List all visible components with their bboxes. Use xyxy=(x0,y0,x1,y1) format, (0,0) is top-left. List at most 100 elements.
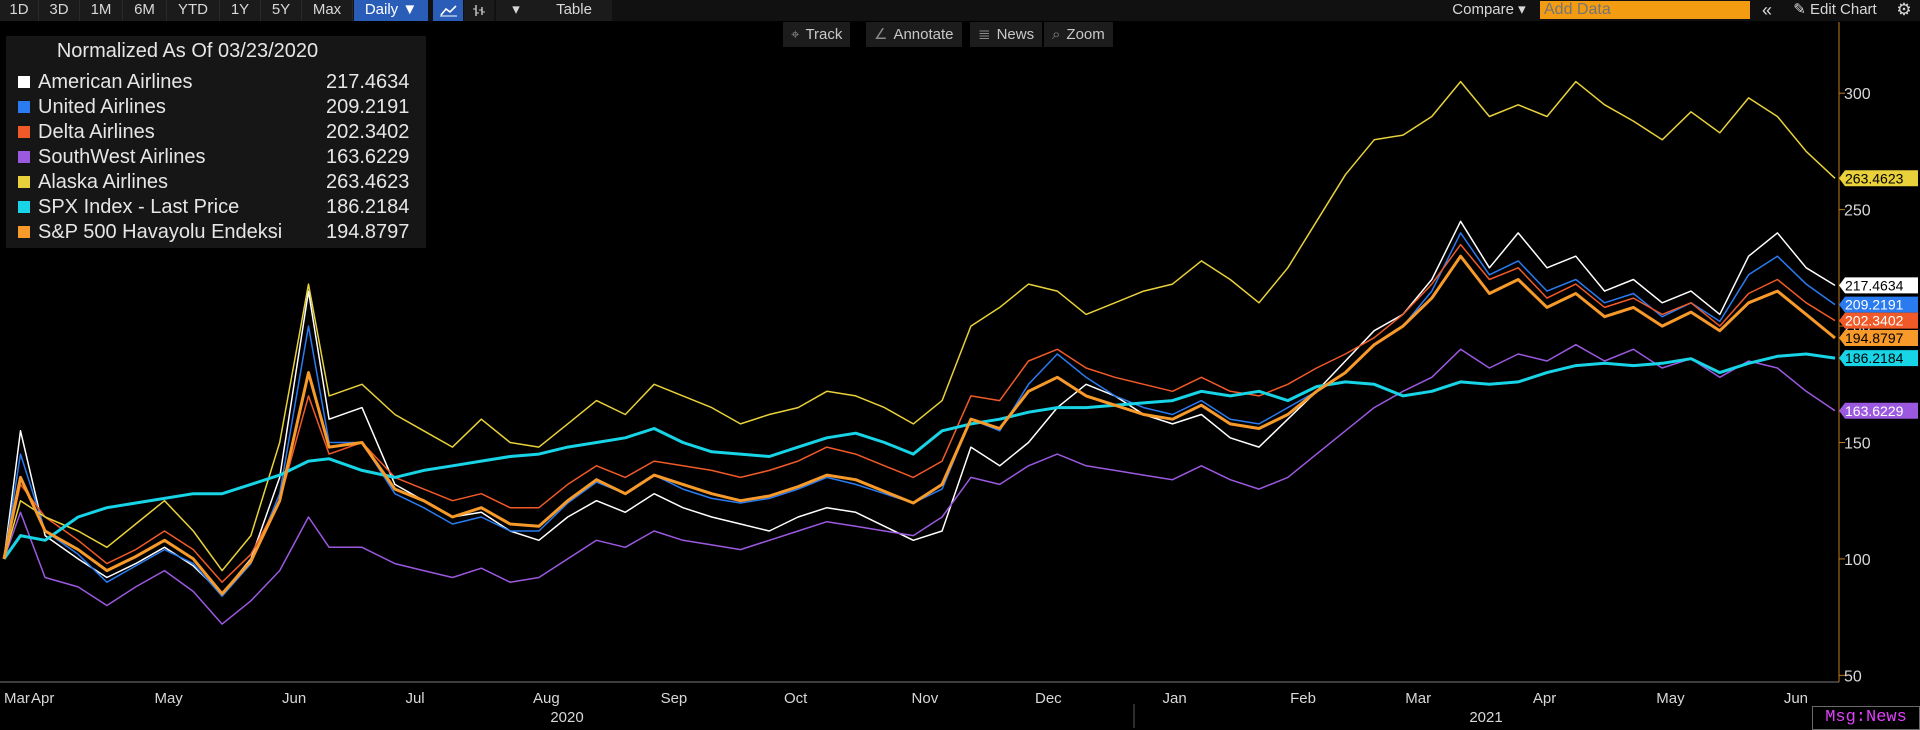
annotate-button[interactable]: ∠ Annotate xyxy=(866,22,962,47)
last-value-label: 194.8797 xyxy=(1845,330,1904,346)
timeframe-ytd[interactable]: YTD xyxy=(167,0,220,21)
x-tick-label: Feb xyxy=(1290,690,1316,707)
legend-swatch xyxy=(18,76,30,88)
legend-series-name: S&P 500 Havayolu Endeksi xyxy=(38,221,283,243)
legend-series-value: 194.8797 xyxy=(326,221,410,243)
legend-swatch xyxy=(18,101,30,113)
series-line xyxy=(3,343,1836,625)
y-tick-label: 150 xyxy=(1844,435,1871,452)
y-tick-label: 300 xyxy=(1844,86,1871,103)
x-tick-label: Aug xyxy=(533,690,560,707)
legend: Normalized As Of 03/23/2020 American Air… xyxy=(6,36,426,248)
series-line xyxy=(3,80,1836,572)
collapse-icon[interactable]: « xyxy=(1761,0,1772,20)
x-tick-label: May xyxy=(1656,690,1685,707)
magnifier-icon: ⌕ xyxy=(1052,26,1061,43)
gear-icon[interactable]: ⚙ xyxy=(1896,0,1912,19)
series-line xyxy=(2,352,1836,560)
last-value-tag: 194.8797 xyxy=(1839,329,1918,346)
bar-chart-icon[interactable] xyxy=(464,0,494,21)
legend-series-value: 202.3402 xyxy=(326,121,410,143)
legend-series-name: Delta Airlines xyxy=(38,121,155,143)
x-tick-label: Mar xyxy=(4,690,30,707)
timeframe-5y[interactable]: 5Y xyxy=(261,0,302,21)
pencil-icon: ∠ xyxy=(874,26,888,43)
frequency-dropdown[interactable]: Daily ▼ xyxy=(354,0,428,21)
legend-swatch xyxy=(18,151,30,163)
last-value-tag-bg xyxy=(1839,402,1918,419)
news-label: News xyxy=(996,26,1035,43)
y-tick-label: 250 xyxy=(1844,203,1871,220)
last-value-tag-bg xyxy=(1839,296,1918,313)
msg-news-button[interactable]: Msg:News xyxy=(1812,706,1920,730)
series-line xyxy=(2,254,1836,596)
legend-series-name: American Airlines xyxy=(38,71,193,93)
timeframe-6m[interactable]: 6M xyxy=(123,0,167,21)
x-tick-label: Oct xyxy=(784,690,808,707)
timeframe-1y[interactable]: 1Y xyxy=(220,0,261,21)
timeframe-1m[interactable]: 1M xyxy=(80,0,123,21)
annotate-label: Annotate xyxy=(893,26,954,43)
series-line xyxy=(3,232,1836,597)
x-year-label: 2021 xyxy=(1469,709,1502,726)
x-tick-label: May xyxy=(154,690,183,707)
last-value-label: 263.4623 xyxy=(1845,170,1904,186)
timeframe-3d[interactable]: 3D xyxy=(39,0,80,21)
last-value-label: 202.3402 xyxy=(1845,313,1904,329)
legend-series-name: SouthWest Airlines xyxy=(38,146,206,168)
legend-swatch xyxy=(18,201,30,213)
timeframe-1d[interactable]: 1D xyxy=(0,0,39,21)
legend-swatch xyxy=(18,226,30,238)
line-chart-icon[interactable] xyxy=(433,0,463,21)
x-tick-label: Jan xyxy=(1163,690,1187,707)
chart-type-dropdown-icon[interactable]: ▾ xyxy=(496,0,536,21)
timeframe-max[interactable]: Max xyxy=(302,0,353,21)
add-data-input[interactable] xyxy=(1540,1,1750,19)
last-value-tag-bg xyxy=(1839,312,1918,329)
series-line xyxy=(3,220,1836,595)
series-line xyxy=(3,243,1836,583)
x-tick-label: Sep xyxy=(661,690,688,707)
last-value-tag: 209.2191 xyxy=(1839,296,1918,313)
table-button[interactable]: Table xyxy=(536,0,612,21)
x-tick-label: Jun xyxy=(282,690,306,707)
legend-series-value: 263.4623 xyxy=(326,171,410,193)
compare-dropdown[interactable]: Compare ▾ xyxy=(1452,1,1526,18)
last-value-tag: 263.4623 xyxy=(1839,170,1918,187)
track-label: Track xyxy=(805,26,843,43)
legend-series-value: 209.2191 xyxy=(326,96,410,118)
legend-series-value: 163.6229 xyxy=(326,146,410,168)
x-tick-label: Apr xyxy=(1533,690,1556,707)
y-tick-label: 50 xyxy=(1844,668,1862,685)
x-tick-label: Dec xyxy=(1035,690,1062,707)
x-tick-label: Mar xyxy=(1405,690,1431,707)
line-chart-glyph xyxy=(440,5,457,17)
x-year-label: 2020 xyxy=(550,709,583,726)
zoom-button[interactable]: ⌕ Zoom xyxy=(1044,22,1113,47)
last-value-tag: 186.2184 xyxy=(1839,350,1918,367)
crosshair-icon: ⌖ xyxy=(791,26,800,43)
x-tick-label: Jun xyxy=(1784,690,1808,707)
track-button[interactable]: ⌖ Track xyxy=(783,22,851,47)
last-value-label: 209.2191 xyxy=(1845,297,1904,313)
last-value-tag: 217.4634 xyxy=(1839,277,1918,294)
last-value-label: 163.6229 xyxy=(1845,403,1904,419)
news-button[interactable]: ≣ News xyxy=(970,22,1043,47)
news-icon: ≣ xyxy=(978,26,991,43)
last-value-tag-bg xyxy=(1839,350,1918,367)
edit-chart-button[interactable]: ✎ Edit Chart xyxy=(1793,1,1877,18)
x-tick-label: Apr xyxy=(31,690,54,707)
legend-series-name: Alaska Airlines xyxy=(38,171,169,193)
bar-chart-glyph xyxy=(473,5,485,16)
legend-series-name: United Airlines xyxy=(38,96,166,118)
y-tick-label: 100 xyxy=(1844,552,1871,569)
last-value-label: 186.2184 xyxy=(1845,350,1904,366)
last-value-tag-bg xyxy=(1839,277,1918,294)
last-value-label: 217.4634 xyxy=(1845,277,1904,293)
legend-swatch xyxy=(18,176,30,188)
x-tick-label: Jul xyxy=(405,690,424,707)
last-value-tag-bg xyxy=(1839,170,1918,187)
zoom-label: Zoom xyxy=(1066,26,1105,43)
last-value-tag-bg xyxy=(1839,329,1918,346)
